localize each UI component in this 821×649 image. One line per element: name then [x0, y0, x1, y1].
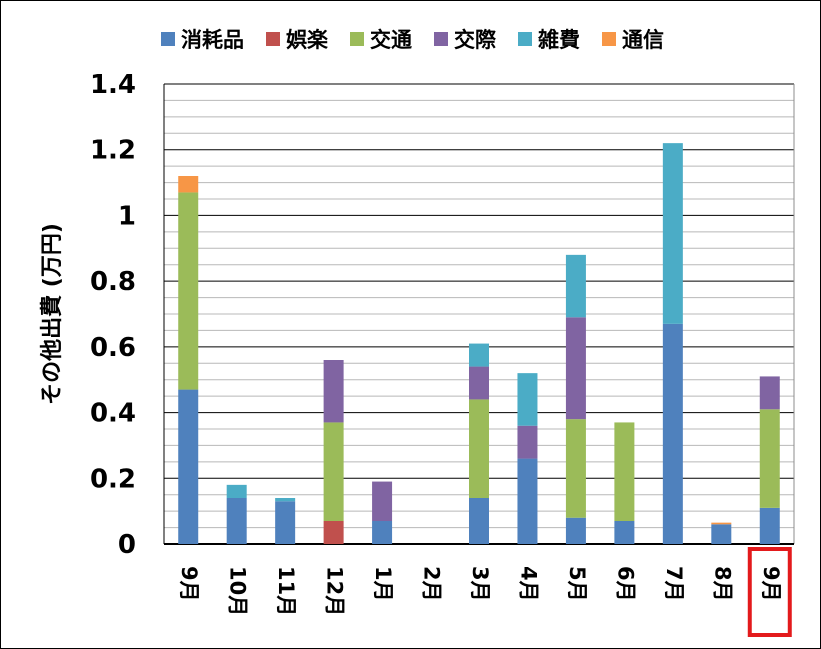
x-tick-label: 8月	[710, 566, 734, 602]
legend-label: 通信	[622, 28, 664, 52]
legend-item-transport: 交通	[350, 24, 412, 54]
y-axis-label: その他出費 (万円)	[40, 223, 65, 405]
bar-segment-3	[759, 409, 780, 508]
y-tick-label: 0.2	[90, 464, 136, 494]
x-tick-label: 12月	[323, 566, 347, 616]
x-tick-label: 6月	[613, 566, 637, 602]
legend-item-misc: 雑費	[518, 24, 580, 54]
y-tick-label: 1.2	[90, 136, 136, 166]
bar-segment-6	[711, 522, 732, 525]
y-tick-label: 1.4	[90, 70, 136, 100]
bar-segment-1	[662, 323, 683, 544]
bar-segment-5	[275, 498, 296, 502]
x-tick-label: 9月	[177, 566, 201, 602]
bar-segment-1	[614, 521, 635, 544]
x-tick-label: 10月	[226, 566, 250, 616]
bar-segment-6	[178, 176, 199, 193]
legend-swatch	[602, 32, 616, 46]
bar-segment-3	[565, 419, 586, 518]
bar-segment-4	[469, 366, 489, 400]
bar-segment-1	[372, 521, 393, 544]
legend-item-social: 交際	[434, 24, 496, 54]
x-tick-label: 7月	[662, 566, 686, 602]
bar-segment-4	[759, 376, 780, 410]
x-tick-label: 9月	[759, 566, 783, 602]
y-tick-label: 0.8	[90, 267, 136, 297]
bar-segment-5	[565, 254, 586, 318]
x-tick-label: 11月	[274, 566, 298, 616]
bar-segment-1	[226, 498, 247, 544]
bar-segment-4	[323, 360, 344, 423]
legend-item-consumables: 消耗品	[161, 24, 244, 54]
bar-segment-5	[226, 484, 247, 498]
x-tick-label: 1月	[371, 566, 395, 602]
legend-label: 交通	[370, 28, 412, 52]
legend-swatch	[266, 32, 280, 46]
bar-segment-1	[759, 507, 780, 544]
bar-segment-3	[469, 399, 489, 498]
legend-item-communication: 通信	[602, 24, 664, 54]
y-tick-label: 0.6	[90, 333, 136, 363]
bar-segment-4	[372, 481, 393, 521]
legend-swatch	[350, 32, 364, 46]
bar-segment-5	[662, 143, 683, 324]
bar-segment-3	[614, 422, 635, 521]
bar-segment-4	[517, 425, 538, 459]
y-tick-label: 0.4	[90, 399, 136, 429]
bar-segment-4	[565, 317, 586, 420]
bar-segment-1	[711, 524, 732, 544]
legend-item-entertainment: 娯楽	[266, 24, 328, 54]
bar-segment-5	[517, 373, 538, 426]
bar-segment-1	[517, 458, 538, 544]
legend-swatch	[518, 32, 532, 46]
x-tick-label: 2月	[420, 566, 444, 602]
bar-segment-1	[469, 498, 489, 544]
bar-segment-1	[565, 517, 586, 544]
legend-swatch	[434, 32, 448, 46]
x-tick-label: 3月	[468, 566, 492, 602]
legend-label: 消耗品	[181, 28, 244, 52]
highlight-box	[747, 547, 792, 637]
legend: 消耗品 娯楽 交通 交際 雑費 通信	[161, 23, 664, 55]
legend-label: 娯楽	[286, 28, 328, 52]
legend-label: 雑費	[538, 28, 580, 52]
bar-segment-1	[178, 389, 199, 544]
y-tick-label: 0	[118, 530, 136, 560]
bar-segment-2	[323, 521, 344, 544]
bar-segment-3	[323, 422, 344, 521]
legend-label: 交際	[454, 28, 496, 52]
bar-segment-3	[178, 192, 199, 390]
bar-segment-5	[469, 343, 489, 367]
bar-segment-1	[275, 501, 296, 544]
y-tick-label: 1	[118, 201, 136, 231]
legend-swatch	[161, 32, 175, 46]
x-tick-label: 4月	[516, 566, 540, 602]
x-tick-label: 5月	[565, 566, 589, 602]
